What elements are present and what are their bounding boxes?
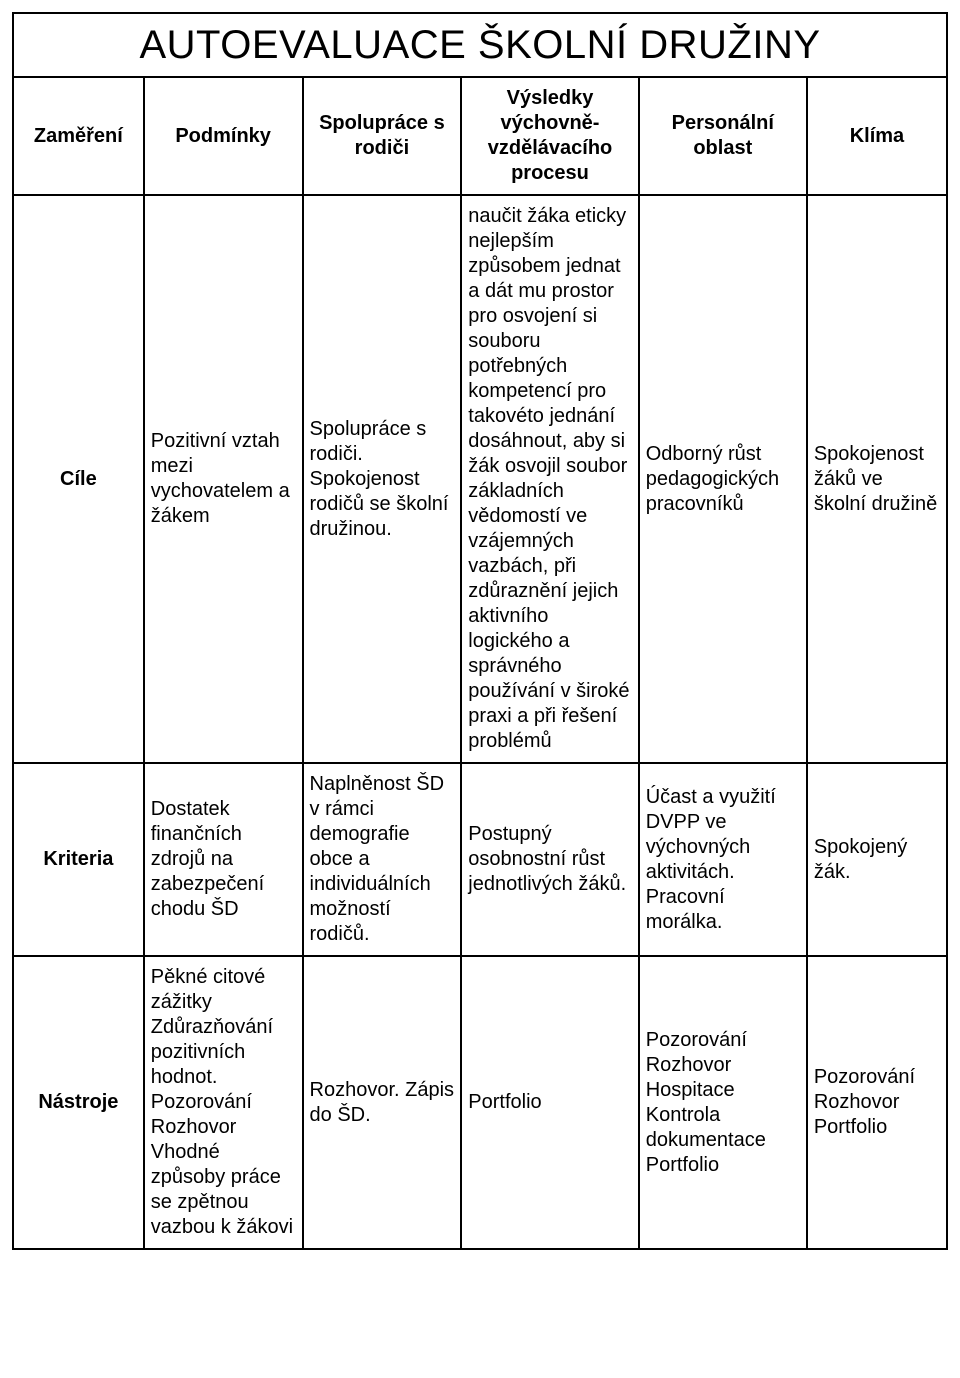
row-label-cile: Cíle: [13, 195, 144, 763]
header-zamereni: Zaměření: [13, 77, 144, 195]
cell-cile-spoluprace: Spolupráce s rodiči. Spokojenost rodičů …: [303, 195, 462, 763]
cell-kriteria-podminky: Dostatek finančních zdrojů na zabezpečen…: [144, 763, 303, 956]
cell-nastroje-klima: Pozorování Rozhovor Portfolio: [807, 956, 947, 1249]
cell-kriteria-spoluprace: Naplněnost ŠD v rámci demografie obce a …: [303, 763, 462, 956]
cell-cile-podminky: Pozitivní vztah mezi vychovatelem a žáke…: [144, 195, 303, 763]
row-label-nastroje: Nástroje: [13, 956, 144, 1249]
header-row: Zaměření Podmínky Spolupráce s rodiči Vý…: [13, 77, 947, 195]
row-label-kriteria: Kriteria: [13, 763, 144, 956]
autoevaluace-table: AUTOEVALUACE ŠKOLNÍ DRUŽINY Zaměření Pod…: [12, 12, 948, 1250]
header-klima: Klíma: [807, 77, 947, 195]
header-spoluprace: Spolupráce s rodiči: [303, 77, 462, 195]
cell-kriteria-klima: Spokojený žák.: [807, 763, 947, 956]
row-nastroje: Nástroje Pěkné citové zážitky Zdůrazňová…: [13, 956, 947, 1249]
header-personalni: Personální oblast: [639, 77, 807, 195]
cell-nastroje-podminky: Pěkné citové zážitky Zdůrazňování poziti…: [144, 956, 303, 1249]
cell-nastroje-vysledky: Portfolio: [461, 956, 638, 1249]
cell-cile-personalni: Odborný růst pedagogických pracovníků: [639, 195, 807, 763]
cell-kriteria-vysledky: Postupný osobnostní růst jednotlivých žá…: [461, 763, 638, 956]
cell-cile-vysledky: naučit žáka eticky nejlepším způsobem je…: [461, 195, 638, 763]
header-podminky: Podmínky: [144, 77, 303, 195]
cell-cile-klima: Spokojenost žáků ve školní družině: [807, 195, 947, 763]
row-kriteria: Kriteria Dostatek finančních zdrojů na z…: [13, 763, 947, 956]
cell-nastroje-personalni: Pozorování Rozhovor Hospitace Kontrola d…: [639, 956, 807, 1249]
cell-kriteria-personalni: Účast a využití DVPP ve výchovných aktiv…: [639, 763, 807, 956]
title-row: AUTOEVALUACE ŠKOLNÍ DRUŽINY: [13, 13, 947, 77]
cell-nastroje-spoluprace: Rozhovor. Zápis do ŠD.: [303, 956, 462, 1249]
header-vysledky: Výsledky výchovně-vzdělávacího procesu: [461, 77, 638, 195]
row-cile: Cíle Pozitivní vztah mezi vychovatelem a…: [13, 195, 947, 763]
table-title: AUTOEVALUACE ŠKOLNÍ DRUŽINY: [13, 13, 947, 77]
